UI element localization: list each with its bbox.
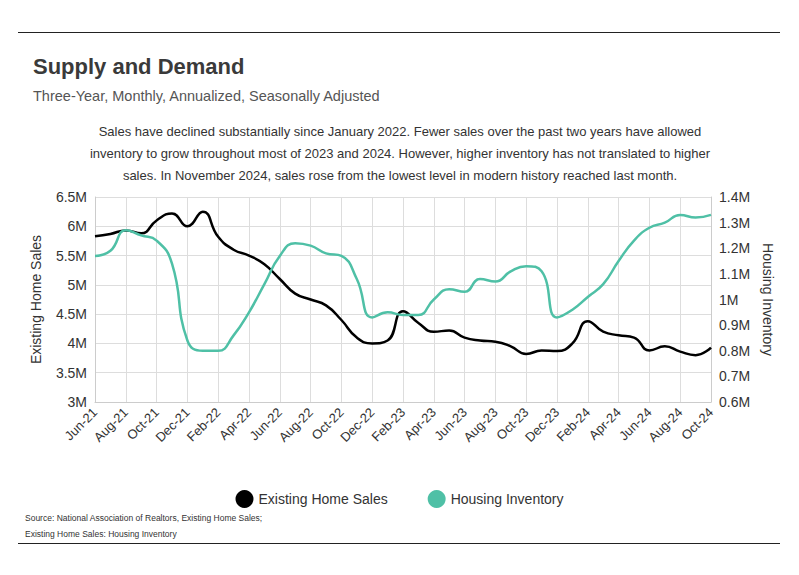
svg-text:Dec-22: Dec-22 bbox=[337, 405, 377, 445]
svg-text:Aug-22: Aug-22 bbox=[276, 405, 316, 445]
svg-text:Aug-24: Aug-24 bbox=[645, 405, 685, 445]
svg-text:6.5M: 6.5M bbox=[56, 189, 87, 205]
svg-text:Feb-24: Feb-24 bbox=[553, 405, 593, 445]
svg-text:Feb-23: Feb-23 bbox=[369, 405, 409, 445]
svg-text:0.6M: 0.6M bbox=[719, 394, 750, 410]
svg-text:6M: 6M bbox=[68, 218, 87, 234]
svg-text:0.7M: 0.7M bbox=[719, 368, 750, 384]
svg-text:Existing Home Sales: Existing Home Sales bbox=[28, 235, 44, 364]
svg-text:Dec-21: Dec-21 bbox=[152, 405, 192, 445]
svg-text:Existing Home Sales: Existing Home Sales bbox=[258, 491, 387, 507]
html-text:Sales have declined substantia: Sales have declined substantially since … bbox=[90, 124, 710, 183]
svg-text:3M: 3M bbox=[68, 394, 87, 410]
html-text:Three-Year, Monthly, Annualize: Three-Year, Monthly, Annualized, Seasona… bbox=[33, 88, 380, 104]
svg-text:Jun-22: Jun-22 bbox=[246, 404, 286, 444]
svg-text:Apr-22: Apr-22 bbox=[216, 405, 254, 443]
svg-text:1M: 1M bbox=[719, 292, 738, 308]
svg-text:Housing Inventory: Housing Inventory bbox=[451, 491, 564, 507]
svg-text:Oct-22: Oct-22 bbox=[308, 404, 347, 443]
svg-text:Housing Inventory: Housing Inventory bbox=[760, 243, 776, 356]
svg-text:Aug-21: Aug-21 bbox=[91, 405, 131, 445]
svg-text:Jun-23: Jun-23 bbox=[431, 404, 470, 444]
svg-text:Oct-21: Oct-21 bbox=[123, 404, 162, 443]
svg-text:1.2M: 1.2M bbox=[719, 240, 750, 256]
html-text:Supply and Demand: Supply and Demand bbox=[33, 54, 245, 79]
svg-text:1.1M: 1.1M bbox=[719, 266, 750, 282]
html-text:Source: National Association o: Source: National Association of Realtors… bbox=[25, 513, 263, 523]
svg-text:5M: 5M bbox=[68, 277, 87, 293]
svg-text:Jun-21: Jun-21 bbox=[61, 404, 101, 444]
svg-text:0.9M: 0.9M bbox=[719, 317, 750, 333]
svg-text:Oct-23: Oct-23 bbox=[493, 404, 532, 443]
svg-text:1.4M: 1.4M bbox=[719, 189, 750, 205]
html-text:Existing Home Sales: Housing I: Existing Home Sales: Housing Inventory bbox=[25, 529, 177, 539]
svg-text:5.5M: 5.5M bbox=[56, 248, 87, 264]
svg-text:Oct-24: Oct-24 bbox=[678, 405, 716, 443]
svg-text:Aug-23: Aug-23 bbox=[460, 405, 500, 445]
svg-text:Apr-23: Apr-23 bbox=[401, 405, 439, 443]
svg-text:Apr-24: Apr-24 bbox=[586, 405, 624, 443]
svg-text:Feb-22: Feb-22 bbox=[184, 405, 224, 445]
svg-text:Dec-23: Dec-23 bbox=[522, 405, 562, 445]
svg-text:0.8M: 0.8M bbox=[719, 343, 750, 359]
svg-text:Jun-24: Jun-24 bbox=[616, 404, 655, 444]
svg-text:4M: 4M bbox=[68, 335, 87, 351]
svg-text:4.5M: 4.5M bbox=[56, 306, 87, 322]
svg-text:1.3M: 1.3M bbox=[719, 215, 750, 231]
svg-text:3.5M: 3.5M bbox=[56, 365, 87, 381]
